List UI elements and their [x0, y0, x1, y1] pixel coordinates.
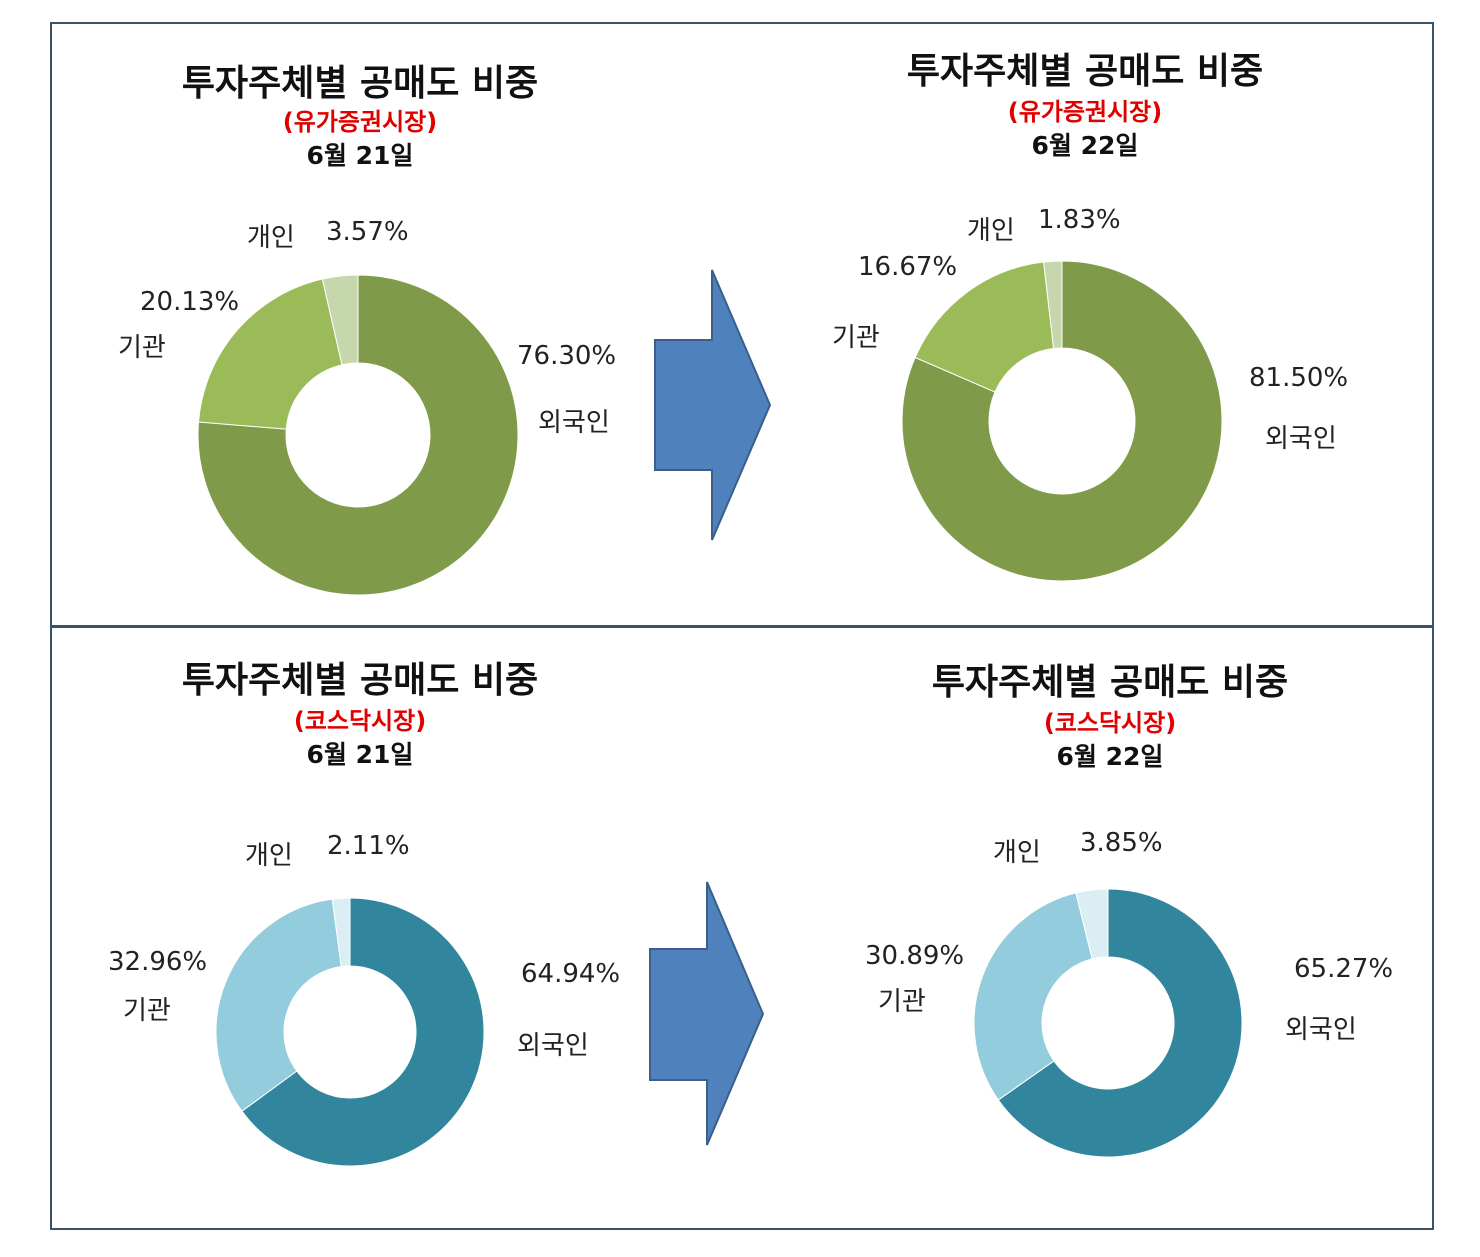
right-arrow-icon [654, 269, 772, 541]
value-label-individual: 2.11% [327, 831, 410, 861]
category-label-individual: 개인 [967, 216, 1015, 246]
kosdaq-panel [50, 625, 1434, 1230]
slice-foreign [901, 260, 1223, 582]
category-label-foreign: 외국인 [1265, 424, 1337, 454]
value-label-foreign: 65.27% [1294, 954, 1394, 984]
category-label-individual: 개인 [993, 838, 1041, 868]
market-label: (유가증권시장) [282, 108, 438, 136]
value-label-institution: 20.13% [140, 287, 240, 317]
value-label-institution: 32.96% [108, 947, 208, 977]
chart-title: 투자주체별 공매도 비중 [906, 51, 1264, 92]
date-label: 6월 22일 [1031, 131, 1139, 160]
chart-title: 투자주체별 공매도 비중 [181, 660, 539, 701]
date-label: 6월 21일 [306, 740, 414, 769]
category-label-institution: 기관 [878, 987, 926, 1017]
kospi-0622-chart: 투자주체별 공매도 비중 (유가증권시장) 6월 22일 81.50% 외국인 … [815, 40, 1355, 600]
right-arrow-icon [649, 881, 765, 1146]
category-label-individual: 개인 [247, 223, 295, 253]
slice-individual [1043, 260, 1063, 350]
slice-institution [197, 278, 343, 430]
slice-institution [914, 261, 1055, 393]
slice-institution [973, 892, 1093, 1101]
kosdaq-0622-chart: 투자주체별 공매도 비중 (코스닥시장) 6월 22일 65.27% 외국인 3… [840, 645, 1400, 1205]
value-label-institution: 30.89% [865, 941, 965, 971]
market-label: (코스닥시장) [293, 707, 427, 735]
category-label-institution: 기관 [123, 996, 171, 1026]
slice-foreign [997, 888, 1243, 1158]
kosdaq-0621-chart: 투자주체별 공매도 비중 (코스닥시장) 6월 21일 64.94% 외국인 3… [100, 645, 620, 1205]
kospi-0621-chart: 투자주체별 공매도 비중 (유가증권시장) 6월 21일 76.30% 외국인 … [110, 50, 616, 610]
slice-foreign [197, 274, 519, 596]
market-label: (유가증권시장) [1007, 98, 1163, 126]
donut-chart [901, 260, 1223, 582]
slice-individual [331, 897, 351, 968]
value-label-foreign: 64.94% [521, 959, 621, 989]
slice-individual [321, 274, 359, 366]
chart-title: 투자주체별 공매도 비중 [931, 662, 1289, 703]
value-label-foreign: 81.50% [1249, 363, 1349, 393]
slice-institution [215, 898, 342, 1112]
chart-title: 투자주체별 공매도 비중 [181, 63, 539, 104]
category-label-institution: 기관 [832, 323, 880, 353]
category-label-foreign: 외국인 [538, 408, 610, 438]
donut-chart [197, 274, 519, 596]
date-label: 6월 22일 [1056, 742, 1164, 771]
value-label-individual: 1.83% [1038, 205, 1121, 235]
value-label-individual: 3.57% [326, 217, 409, 247]
donut-chart [973, 888, 1243, 1158]
category-label-institution: 기관 [118, 333, 166, 363]
category-label-foreign: 외국인 [517, 1031, 589, 1061]
market-label: (코스닥시장) [1043, 709, 1177, 737]
value-label-institution: 16.67% [858, 252, 958, 282]
date-label: 6월 21일 [306, 141, 414, 170]
donut-chart [215, 897, 485, 1167]
kospi-panel [50, 22, 1434, 628]
category-label-foreign: 외국인 [1285, 1015, 1357, 1045]
category-label-individual: 개인 [245, 841, 293, 871]
slice-individual [1075, 888, 1109, 960]
slice-foreign [241, 897, 485, 1167]
value-label-foreign: 76.30% [517, 341, 617, 371]
value-label-individual: 3.85% [1080, 828, 1163, 858]
